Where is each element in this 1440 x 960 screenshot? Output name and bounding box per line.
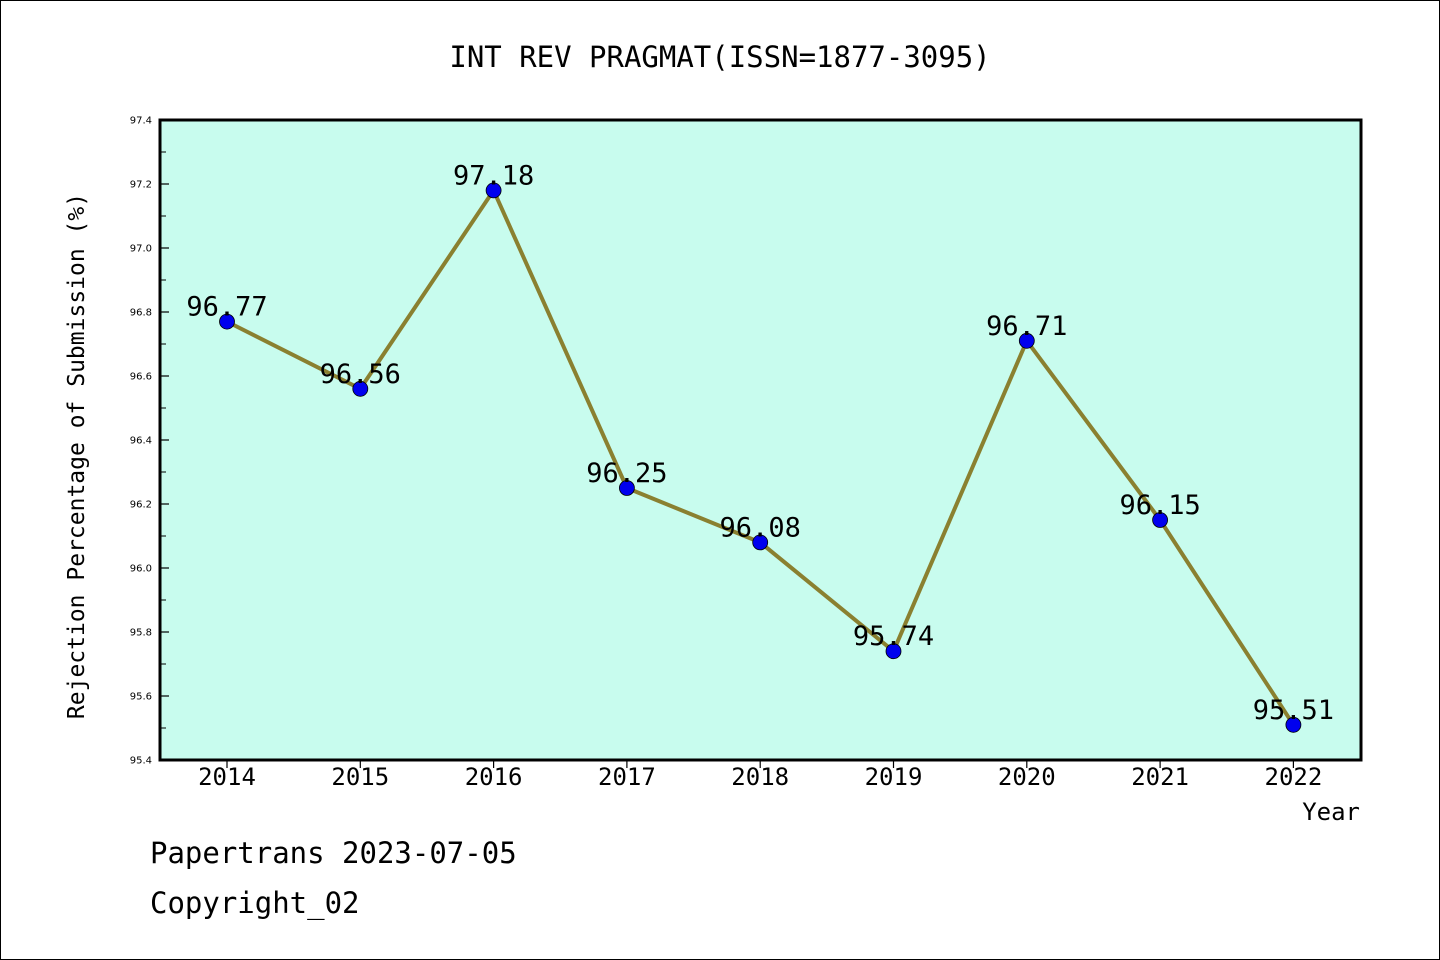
x-tick-label: 2015	[331, 763, 389, 791]
y-tick-label: 97.4	[130, 116, 152, 127]
y-tick-label: 97.2	[130, 180, 152, 191]
data-point	[485, 182, 502, 199]
y-tick-label: 95.4	[130, 756, 152, 767]
footer-copyright: Copyright_02	[150, 886, 360, 920]
data-label: 96.71	[986, 311, 1067, 342]
x-tick-label: 2021	[1131, 763, 1189, 791]
footer-date: Papertrans 2023-07-05	[150, 836, 517, 870]
x-tick-label: 2016	[465, 763, 523, 791]
x-tick-label: 2017	[598, 763, 656, 791]
data-point	[752, 534, 769, 551]
data-label: 97.18	[453, 160, 534, 191]
data-label: 96.08	[720, 512, 801, 543]
x-tick-label: 2019	[865, 763, 923, 791]
data-label: 96.15	[1119, 490, 1200, 521]
data-point	[1018, 332, 1035, 349]
x-tick-label: 2022	[1265, 763, 1323, 791]
y-tick-label: 97.0	[130, 244, 152, 255]
chart-title: INT REV PRAGMAT(ISSN=1877-3095)	[449, 40, 990, 74]
data-label: 95.74	[853, 621, 934, 652]
data-label: 95.51	[1253, 695, 1334, 726]
y-axis-ticks: 95.4 95.6 95.8 96.0 96.2 96.4 96.6 96.8 97.0 97.2…	[130, 116, 169, 767]
data-point	[885, 643, 902, 660]
x-axis-ticks: 2014 2015 2016 2017 2018 2019 2020 2021 2022	[198, 760, 1322, 791]
x-tick-label: 2020	[998, 763, 1056, 791]
y-tick-label: 96.8	[130, 308, 152, 319]
y-tick-label: 96.4	[130, 436, 152, 447]
data-labels: 96.77 96.56 97.18 96.25 96.08 95.74 96.71 96.15…	[186, 160, 1334, 725]
x-tick-label: 2014	[198, 763, 256, 791]
y-tick-label: 96.0	[130, 564, 152, 575]
data-point	[1285, 716, 1302, 733]
x-tick-label: 2018	[731, 763, 789, 791]
data-point	[619, 480, 635, 496]
data-point	[1152, 512, 1168, 528]
data-point	[352, 380, 369, 397]
data-label: 96.56	[320, 359, 401, 390]
y-tick-label: 96.2	[130, 500, 152, 511]
plot-area	[158, 118, 1363, 762]
data-points	[219, 182, 1302, 733]
data-label: 96.25	[586, 458, 667, 489]
data-point	[219, 313, 235, 330]
y-axis-label: Rejection Percentage of Submission (%)	[64, 193, 90, 719]
data-label: 96.77	[186, 292, 267, 323]
x-axis-label: Year	[1302, 798, 1360, 826]
y-tick-label: 95.8	[130, 628, 152, 639]
y-tick-label: 95.6	[130, 692, 152, 703]
y-tick-label: 96.6	[130, 372, 152, 383]
